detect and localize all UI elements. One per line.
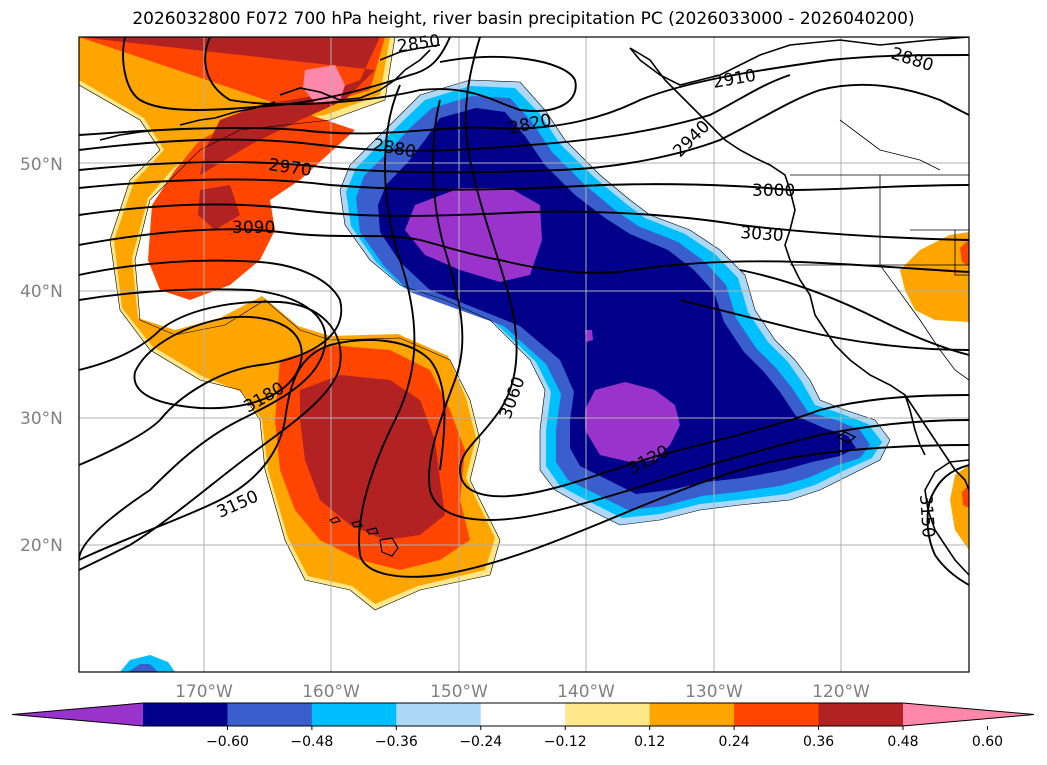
colorbar-tick-label: −0.36 xyxy=(375,734,418,750)
colorbar-tick-label: 0.36 xyxy=(803,734,834,750)
colorbar-tick-label: −0.12 xyxy=(544,734,587,750)
lat-label-30n: 30°N xyxy=(20,409,63,429)
lat-label-20n: 20°N xyxy=(20,536,63,556)
colorbar-segment xyxy=(227,703,313,726)
colorbar-segment xyxy=(396,703,482,726)
latitude-axis: 50°N 40°N 30°N 20°N xyxy=(20,155,63,556)
colorbar-segment xyxy=(734,703,820,726)
map-frame xyxy=(78,36,970,673)
colorbar-tick-label: 0.24 xyxy=(719,734,750,750)
coastlines xyxy=(99,37,969,576)
lon-label-130w: 130°W xyxy=(685,682,743,702)
positive-southeast-inner xyxy=(962,485,969,508)
precipitation-pc-field xyxy=(79,37,969,672)
colorbar-extend-min xyxy=(12,703,143,726)
contour-label: 3000 xyxy=(752,181,795,201)
colorbar-tick-label: 0.12 xyxy=(634,734,665,750)
lon-label-150w: 150°W xyxy=(430,682,488,702)
lon-label-120w: 120°W xyxy=(812,682,870,702)
lat-label-50n: 50°N xyxy=(20,155,63,175)
colorbar-tick-label: −0.24 xyxy=(459,734,502,750)
colorbar-segment xyxy=(649,703,735,726)
contour-label: 3150 xyxy=(915,494,938,539)
colorbar-segment xyxy=(311,703,397,726)
colorbar-outline xyxy=(11,702,1035,727)
negative-region-purple-dot xyxy=(585,330,593,342)
positive-east-outer xyxy=(900,232,969,322)
colorbar-segment xyxy=(565,703,651,726)
contour-label: 3090 xyxy=(232,218,275,238)
negative-region-purple-north xyxy=(405,188,542,282)
hawaii-islands xyxy=(328,516,399,557)
longitude-axis: 170°W 160°W 150°W 140°W 130°W 120°W xyxy=(175,682,870,702)
positive-southeast xyxy=(950,465,969,550)
colorbar-tick-label: −0.48 xyxy=(290,734,333,750)
colorbar-tick-label: 0.48 xyxy=(887,734,918,750)
map-title: 2026032800 F072 700 hPa height, river ba… xyxy=(132,9,915,29)
colorbar-segment xyxy=(143,703,228,726)
colorbar-extend-max xyxy=(903,703,1034,726)
colorbar: −0.60 −0.48 −0.36 −0.24 −0.12 0.12 0.24 0.36 0.4… xyxy=(11,702,1035,750)
positive-region-darkred xyxy=(79,37,445,540)
colorbar-tick-label: 0.60 xyxy=(972,734,1003,750)
colorbar-segment xyxy=(480,703,566,726)
colorbar-tick-label: −0.60 xyxy=(206,734,249,750)
negative-region-bottom-left xyxy=(120,655,175,672)
positive-east-inner xyxy=(960,240,969,266)
height-contours xyxy=(79,37,969,586)
lat-label-40n: 40°N xyxy=(20,282,63,302)
colorbar-segment xyxy=(818,703,904,726)
contour-label: 3030 xyxy=(740,223,785,246)
negative-region-purple-south xyxy=(585,382,680,462)
negative-region-bottom-left-inner xyxy=(128,664,158,672)
lon-label-160w: 160°W xyxy=(302,682,360,702)
positive-region-pink xyxy=(303,65,345,103)
lon-label-170w: 170°W xyxy=(175,682,233,702)
lon-label-140w: 140°W xyxy=(557,682,615,702)
